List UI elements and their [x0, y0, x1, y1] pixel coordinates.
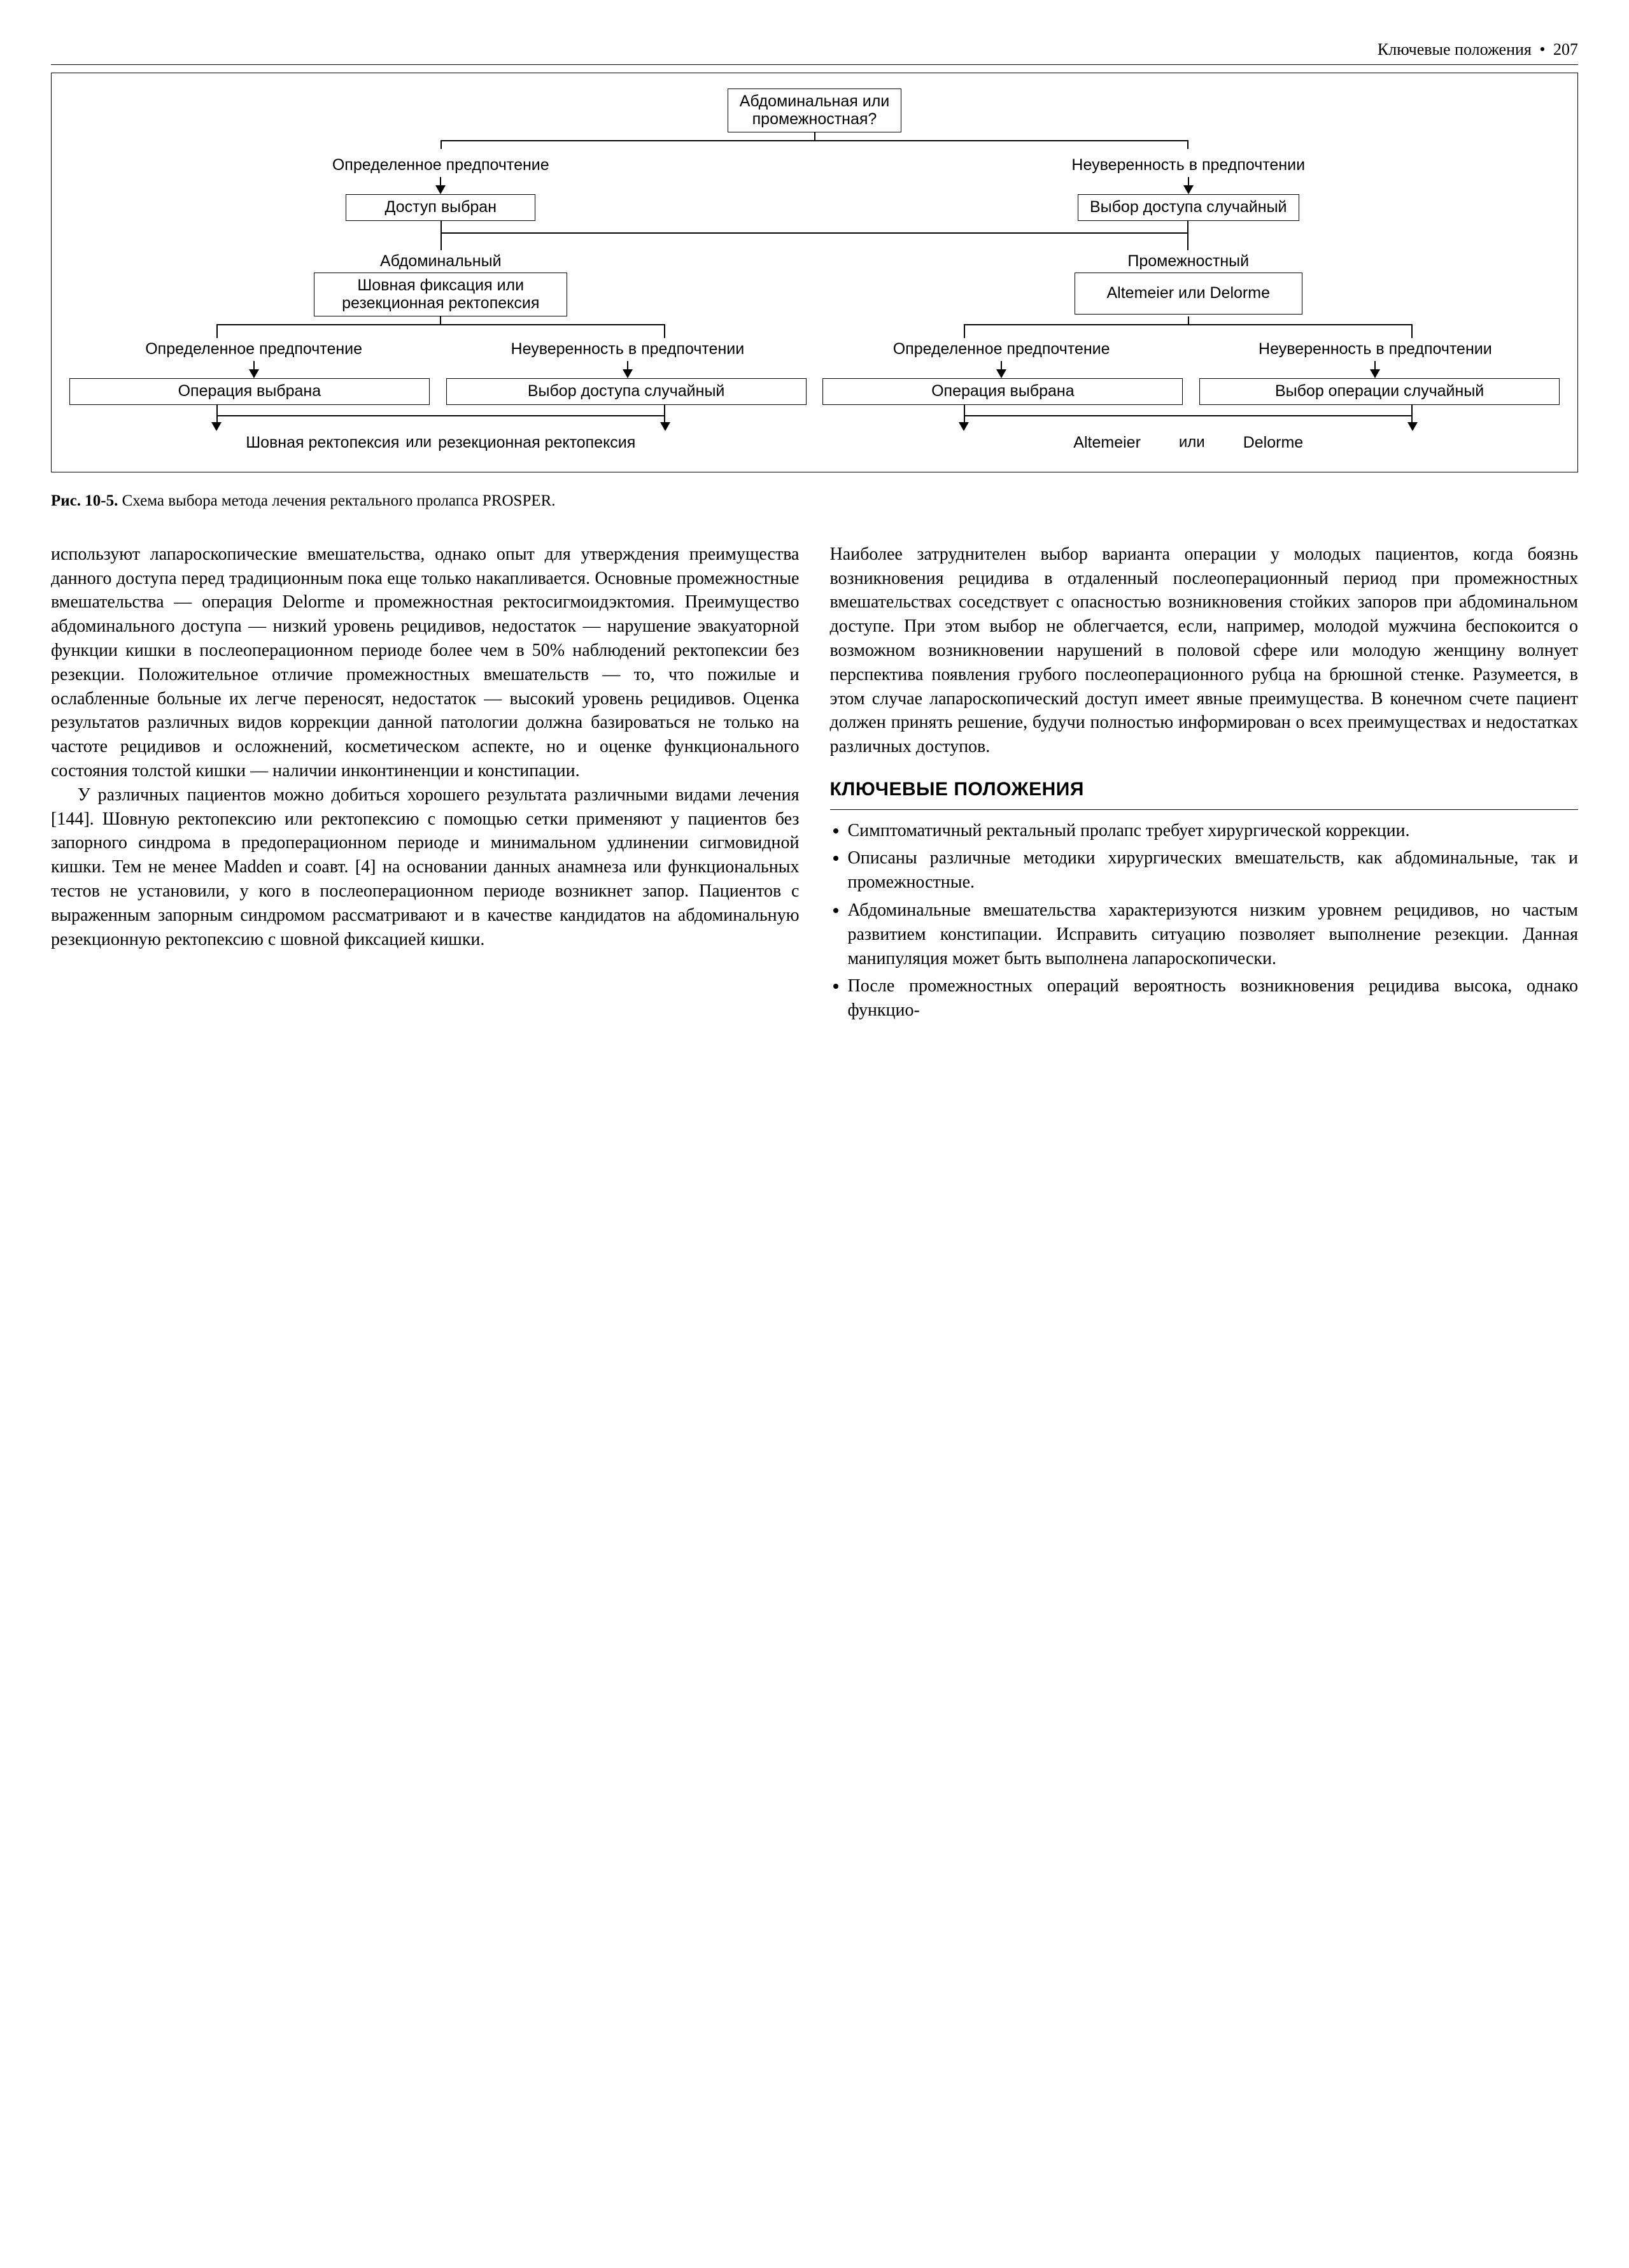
column-right: Наиболее затруднителен выбор варианта оп… — [830, 542, 1579, 1026]
figure-label: Рис. 10-5. — [51, 492, 118, 509]
fc-l1-left-label: Определенное предпочтение — [327, 154, 554, 177]
page-header: Ключевые положения • 207 — [51, 38, 1578, 65]
arrow-down-icon — [435, 185, 446, 194]
header-section: Ключевые положения — [1378, 40, 1532, 59]
fc-l1-left-box: Доступ выбран — [346, 194, 535, 221]
fc-branch-right-title: Промежностный — [1122, 250, 1254, 273]
fc-root-box: Абдоминальная или промежностная? — [728, 89, 902, 132]
fc-outcome-a: Шовная ректопексия — [246, 434, 399, 452]
arrow-down-icon — [1183, 185, 1194, 194]
fc-branch-left-title: Абдоминальный — [375, 250, 507, 273]
fc-l1-right-label: Неуверенность в предпочтении — [1066, 154, 1310, 177]
arrow-down-icon — [660, 422, 670, 431]
arrow-down-icon — [1370, 369, 1380, 378]
arrow-down-icon — [959, 422, 969, 431]
figure-caption-text: Схема выбора метода лечения ректального … — [122, 492, 556, 509]
key-point-item: После промежностных операций вероятность… — [848, 974, 1579, 1023]
fc-l1-right-box: Выбор доступа случайный — [1078, 194, 1299, 221]
fc-branch-left-sub: Шовная фиксация или резекционная ректопе… — [314, 273, 567, 316]
fc-l3-box-b: Выбор доступа случайный — [446, 378, 807, 405]
fc-l3-box-a: Операция выбрана — [69, 378, 430, 405]
fc-or-1: или — [405, 434, 432, 451]
arrow-down-icon — [211, 422, 222, 431]
key-point-item: Описаны различные методики хирургических… — [848, 846, 1579, 895]
right-p1: Наиболее затруднителен выбор варианта оп… — [830, 542, 1579, 759]
fc-l3-box-c: Операция выбрана — [822, 378, 1183, 405]
fc-outcome-b: резекционная ректопексия — [438, 434, 635, 452]
fc-l3-label-b: Неуверенность в предпочтении — [506, 338, 750, 361]
figure-caption: Рис. 10-5. Схема выбора метода лечения р… — [51, 490, 1578, 512]
fc-l3-label-c: Определенное предпочтение — [888, 338, 1115, 361]
header-bullet: • — [1539, 40, 1545, 59]
key-points-heading: КЛЮЧЕВЫЕ ПОЛОЖЕНИЯ — [830, 777, 1579, 803]
flowchart-prosper: Абдоминальная или промежностная? Определ… — [51, 73, 1578, 472]
column-left: используют лапароскопические вмешательст… — [51, 542, 800, 1026]
left-p2: У различных пациентов можно добиться хор… — [51, 783, 800, 952]
fc-l3-label-a: Определенное предпочтение — [140, 338, 367, 361]
fc-or-2: или — [1179, 434, 1205, 451]
fc-outcome-c: Altemeier — [1073, 434, 1141, 452]
arrow-down-icon — [996, 369, 1006, 378]
key-point-item: Симптоматичный ректальный пролапс требуе… — [848, 819, 1579, 843]
arrow-down-icon — [249, 369, 259, 378]
arrow-down-icon — [623, 369, 633, 378]
arrow-down-icon — [1407, 422, 1418, 431]
header-page: 207 — [1553, 40, 1578, 59]
key-points-list: Симптоматичный ректальный пролапс требуе… — [830, 819, 1579, 1023]
left-p1: используют лапароскопические вмешательст… — [51, 542, 800, 783]
fc-outcome-d: Delorme — [1243, 434, 1303, 452]
fc-branch-right-sub: Altemeier или Delorme — [1075, 273, 1302, 315]
body-columns: используют лапароскопические вмешательст… — [51, 542, 1578, 1026]
divider — [830, 809, 1579, 810]
key-point-item: Абдоминальные вмешательства характеризую… — [848, 898, 1579, 970]
fc-l3-box-d: Выбор операции случайный — [1199, 378, 1560, 405]
fc-l3-label-d: Неуверенность в предпочтении — [1253, 338, 1497, 361]
